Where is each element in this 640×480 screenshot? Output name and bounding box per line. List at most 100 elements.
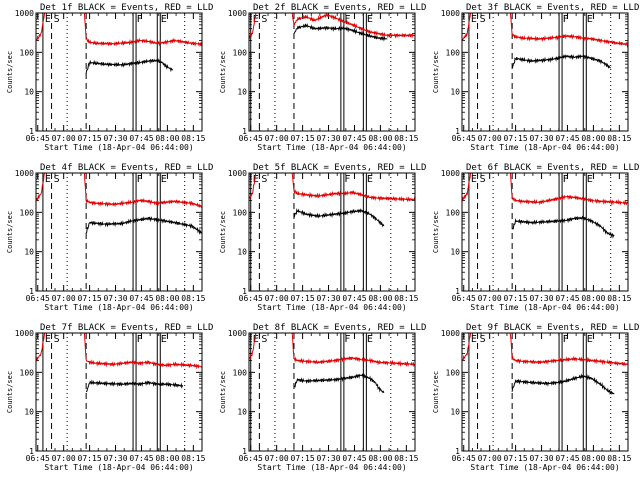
panel-2: Det 2f BLACK = Events, RED = LLD 1 10 100 10… <box>219 3 426 152</box>
y-tick-label: 100 <box>446 368 461 377</box>
y-axis-title: Counts/sec <box>432 51 440 93</box>
x-tick-label: 08:15 <box>394 294 418 303</box>
marker-label: S <box>261 14 267 25</box>
x-axis-title: Start Time (18-Apr-04 06:44:00) <box>470 303 619 312</box>
x-tick-label: 07:00 <box>265 294 289 303</box>
marker-label: S <box>54 14 60 25</box>
x-tick-label: 07:45 <box>129 454 153 463</box>
x-tick-label: 07:15 <box>291 134 315 143</box>
x-tick-label: 08:00 <box>368 294 392 303</box>
marker-label: E <box>367 174 373 185</box>
series-line-lld <box>461 12 629 48</box>
marker-label: F <box>137 14 143 25</box>
series-line-events <box>85 58 174 74</box>
x-tick-label: 07:45 <box>129 134 153 143</box>
y-tick-label: 1000 <box>15 9 34 18</box>
marker-label: E <box>367 334 373 345</box>
y-tick-label: 10 <box>24 248 34 257</box>
series-line-events <box>511 54 612 70</box>
x-tick-label: 07:15 <box>78 454 102 463</box>
x-tick-label: 08:00 <box>155 134 179 143</box>
panel-title: Det 1f BLACK = Events, RED = LLD <box>40 3 213 13</box>
x-tick-label: 08:15 <box>181 134 205 143</box>
x-tick-label: 08:15 <box>181 454 205 463</box>
y-tick-label: 100 <box>20 208 35 217</box>
x-tick-label: 08:00 <box>155 454 179 463</box>
x-tick-label: 07:30 <box>103 454 127 463</box>
x-tick-label: 08:15 <box>394 454 418 463</box>
y-tick-label: 1 <box>29 447 34 456</box>
x-tick-label: 08:15 <box>607 134 631 143</box>
x-tick-label: 07:30 <box>316 454 340 463</box>
y-tick-label: 1000 <box>228 169 247 178</box>
x-tick-label: 07:30 <box>529 134 553 143</box>
x-tick-label: 07:00 <box>478 134 502 143</box>
series-line-events <box>85 216 203 235</box>
y-axis-title: Counts/sec <box>6 51 14 93</box>
x-tick-label: 06:45 <box>452 294 476 303</box>
x-tick-label: 07:00 <box>265 454 289 463</box>
x-tick-label: 08:00 <box>581 454 605 463</box>
marker-label: E <box>587 334 593 345</box>
series-line-lld <box>248 332 416 368</box>
x-axis-title: Start Time (18-Apr-04 06:44:00) <box>470 143 619 152</box>
x-tick-label: 07:45 <box>342 134 366 143</box>
y-tick-label: 1 <box>455 127 460 136</box>
series-line-events <box>511 373 615 396</box>
panel-5: Det 5f BLACK = Events, RED = LLD 1 10 100 10… <box>219 163 426 312</box>
y-tick-label: 10 <box>237 408 247 417</box>
panel-title: Det 5f BLACK = Events, RED = LLD <box>253 163 426 173</box>
x-axis-title: Start Time (18-Apr-04 06:44:00) <box>44 463 193 472</box>
y-axis-title: Counts/sec <box>6 371 14 413</box>
marker-label: F <box>563 14 569 25</box>
marker-label: F <box>563 174 569 185</box>
x-axis-title: Start Time (18-Apr-04 06:44:00) <box>44 143 193 152</box>
marker-label: S <box>54 334 60 345</box>
series-line-lld <box>35 12 203 47</box>
y-tick-label: 1 <box>455 287 460 296</box>
plot-frame <box>248 172 416 292</box>
series-line-lld <box>248 12 415 40</box>
x-tick-label: 08:00 <box>581 294 605 303</box>
marker-label: S <box>261 174 267 185</box>
y-tick-label: 10 <box>24 88 34 97</box>
panel-7: Det 7f BLACK = Events, RED = LLD 1 10 100 10… <box>6 323 213 472</box>
marker-label: E <box>253 14 259 25</box>
marker-label: E <box>161 334 167 345</box>
y-axis-title: Counts/sec <box>432 371 440 413</box>
y-tick-label: 10 <box>450 248 460 257</box>
x-axis-title: Start Time (18-Apr-04 06:44:00) <box>257 143 406 152</box>
x-tick-label: 06:45 <box>26 454 50 463</box>
x-axis-title: Start Time (18-Apr-04 06:44:00) <box>470 463 619 472</box>
plot-frame <box>35 332 203 452</box>
x-tick-label: 07:00 <box>265 134 289 143</box>
y-tick-label: 10 <box>450 408 460 417</box>
marker-label: E <box>587 174 593 185</box>
x-tick-label: 06:45 <box>26 294 50 303</box>
y-tick-label: 100 <box>233 208 248 217</box>
x-tick-label: 07:15 <box>504 134 528 143</box>
plot-frame <box>461 332 629 452</box>
marker-label: F <box>344 14 350 25</box>
marker-label: E <box>471 14 477 25</box>
x-tick-label: 07:30 <box>529 294 553 303</box>
y-tick-label: 1000 <box>441 169 460 178</box>
y-tick-label: 1 <box>29 287 34 296</box>
x-tick-label: 07:45 <box>555 134 579 143</box>
y-tick-label: 10 <box>450 88 460 97</box>
marker-label: F <box>563 334 569 345</box>
y-tick-label: 10 <box>237 88 247 97</box>
x-tick-label: 06:45 <box>26 134 50 143</box>
y-tick-label: 10 <box>237 248 247 257</box>
y-tick-label: 1000 <box>228 9 247 18</box>
series-line-lld <box>35 172 203 208</box>
marker-label: F <box>137 334 143 345</box>
y-tick-label: 1000 <box>228 329 247 338</box>
x-tick-label: 06:45 <box>452 134 476 143</box>
series-line-events <box>293 208 385 228</box>
x-tick-label: 07:30 <box>316 294 340 303</box>
x-tick-label: 07:30 <box>103 134 127 143</box>
x-tick-label: 07:45 <box>555 454 579 463</box>
series-line-lld <box>461 332 629 367</box>
